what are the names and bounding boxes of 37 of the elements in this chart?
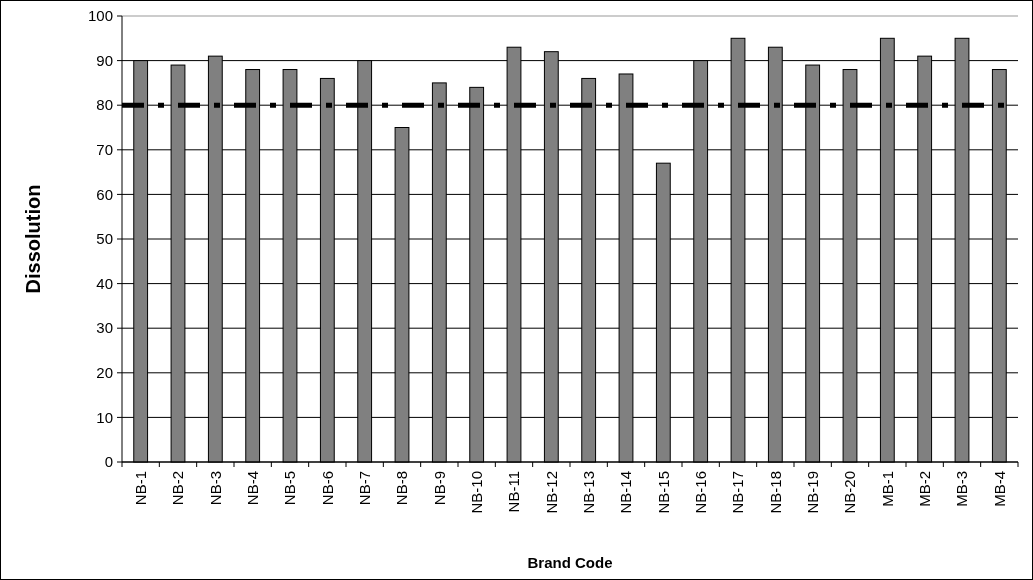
- y-tick-label: 70: [96, 141, 113, 159]
- x-tick-label: NB-13: [579, 471, 597, 514]
- y-tick-label: 60: [96, 185, 113, 203]
- y-tick-label: 80: [96, 96, 113, 114]
- x-tick-label: NB-6: [318, 471, 336, 506]
- x-tick-label: MB-2: [915, 471, 933, 507]
- x-tick-label: NB-18: [766, 471, 784, 514]
- x-tick-label: NB-17: [729, 471, 747, 514]
- y-tick-label: 10: [96, 408, 113, 426]
- y-tick-label: 50: [96, 230, 113, 248]
- y-tick-label: 30: [96, 319, 113, 337]
- y-tick-label: 40: [96, 274, 113, 292]
- x-tick-label: NB-9: [430, 471, 448, 506]
- x-tick-label: MB-4: [990, 471, 1008, 507]
- y-tick-label: 90: [96, 51, 113, 69]
- x-tick-label: NB-5: [281, 471, 299, 506]
- x-tick-label: NB-8: [393, 471, 411, 506]
- x-tick-label: NB-16: [691, 471, 709, 514]
- y-tick-label: 0: [104, 453, 113, 471]
- x-tick-label: NB-14: [617, 471, 635, 514]
- x-tick-label: NB-20: [841, 471, 859, 514]
- x-tick-label: NB-4: [243, 471, 261, 506]
- x-tick-label: MB-3: [953, 471, 971, 507]
- x-axis-title: Brand Code: [527, 554, 613, 571]
- x-tick-label: MB-1: [878, 471, 896, 507]
- x-tick-label: NB-10: [467, 471, 485, 514]
- x-tick-label: NB-19: [803, 471, 821, 514]
- y-tick-label: 100: [87, 7, 113, 25]
- x-tick-label: NB-3: [206, 471, 224, 506]
- x-tick-label: NB-1: [131, 471, 149, 506]
- x-tick-label: NB-2: [169, 471, 187, 506]
- x-tick-label: NB-7: [355, 471, 373, 506]
- x-tick-label: NB-15: [654, 471, 672, 514]
- y-tick-label: 20: [96, 364, 113, 382]
- y-axis-title: Dissolution: [22, 184, 44, 294]
- x-tick-label: NB-12: [542, 471, 560, 514]
- x-tick-label: NB-11: [505, 471, 523, 513]
